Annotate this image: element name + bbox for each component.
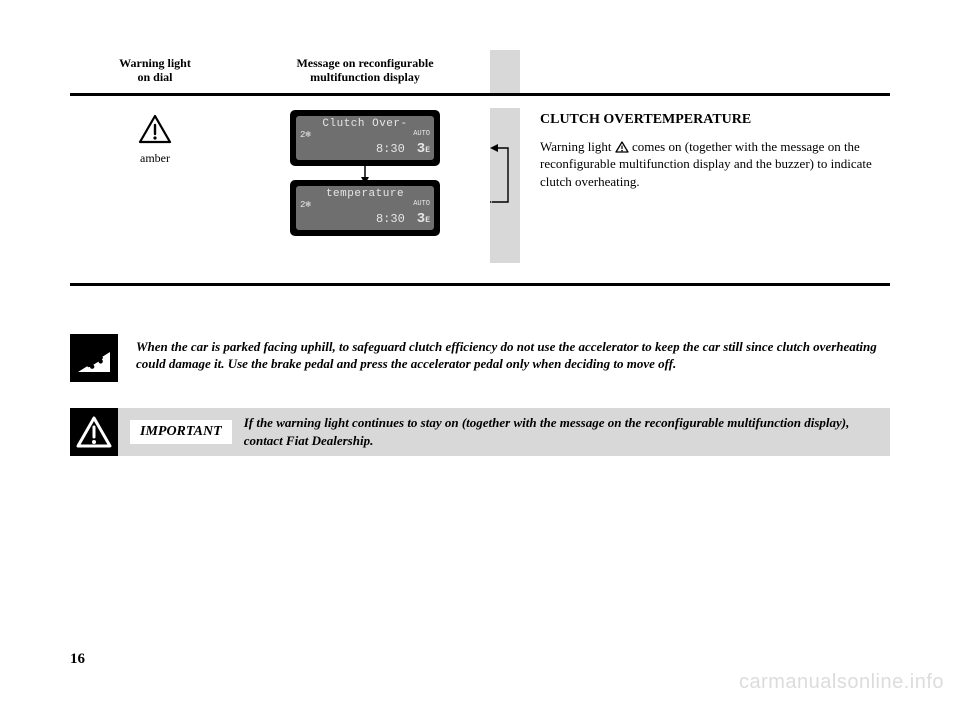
lcd-group: Clutch Over- 2❄ AUTO 8:30 3E [240,110,490,236]
column-divider [490,50,520,93]
header-text: on dial [137,70,172,84]
lcd-text: temperature [300,188,430,200]
callout-text: When the car is parked facing uphill, to… [118,334,890,382]
lcd-text: 8:30 [376,213,405,226]
description-title: CLUTCH OVERTEMPERATURE [540,112,890,128]
cell-warning-light: amber [70,108,240,263]
warning-triangle-icon [138,114,172,149]
callout-important: IMPORTANT If the warning light continues… [70,408,890,456]
lcd-text: Clutch Over- [300,118,430,130]
table-content-row: amber Clutch Over- 2❄ AUTO 8:30 3E [70,96,890,286]
lcd-screen-1: Clutch Over- 2❄ AUTO 8:30 3E [290,110,440,166]
lcd-text: AUTO [413,131,430,141]
lcd-text: 3 [417,141,425,157]
lcd-screen-2: temperature 2❄ AUTO 8:30 3E [290,180,440,236]
cell-display-message: Clutch Over- 2❄ AUTO 8:30 3E [240,108,490,263]
header-message-display: Message on reconfigurable multifunction … [240,50,490,93]
description-text: Warning light [540,139,615,154]
warning-triangle-icon [615,141,629,153]
cell-description: CLUTCH OVERTEMPERATURE Warning light com… [520,108,890,263]
lcd-text: 3 [417,211,425,227]
arrow-loop-icon [490,132,512,216]
callout-text: If the warning light continues to stay o… [232,410,890,453]
header-text: Message on reconfigurable [296,56,433,70]
lcd-text: AUTO [413,201,430,211]
lcd-text: 8:30 [376,143,405,156]
warning-triangle-icon [70,408,118,456]
watermark: carmanualsonline.info [739,671,944,694]
important-label: IMPORTANT [130,420,232,444]
callout-note: When the car is parked facing uphill, to… [70,334,890,382]
lcd-text: E [425,146,430,155]
page-number: 16 [70,651,85,668]
lcd-text: 2❄ [300,131,311,141]
header-text: multifunction display [310,70,420,84]
table-header-row: Warning light on dial Message on reconfi… [70,50,890,96]
header-text: Warning light [119,56,191,70]
amber-label: amber [70,151,240,166]
header-warning-light: Warning light on dial [70,50,240,93]
lcd-text: 2❄ [300,201,311,211]
car-uphill-icon [70,334,118,382]
header-empty [520,50,890,93]
lcd-text: E [425,216,430,225]
description-body: Warning light comes on (together with th… [540,138,890,191]
